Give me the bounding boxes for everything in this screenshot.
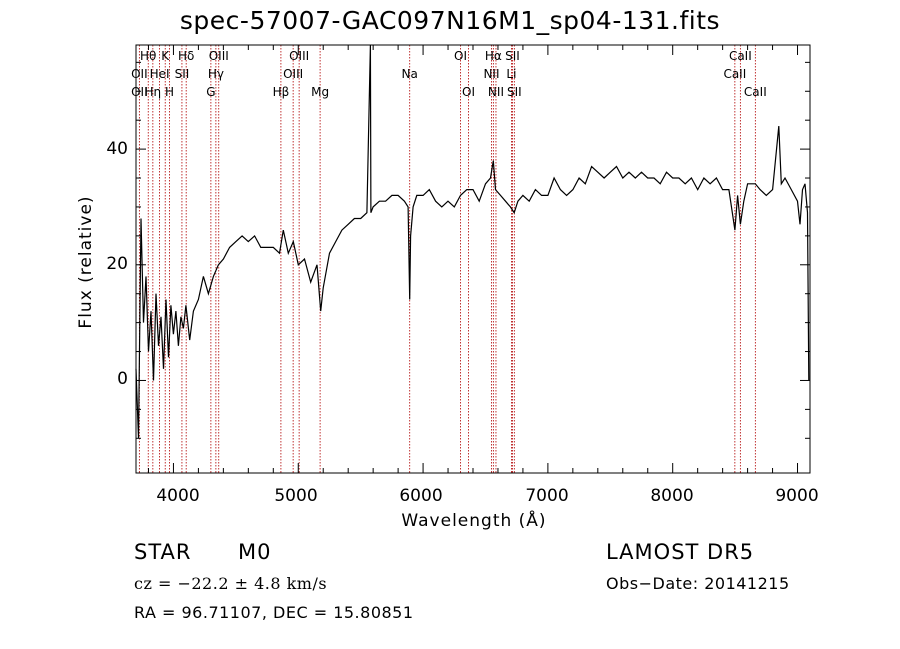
line-annotation: OI [462, 85, 475, 99]
redshift-cz: cz = −22.2 ± 4.8 km/s [134, 574, 328, 593]
line-annotation: Na [401, 67, 418, 81]
line-annotation: OIII [283, 67, 304, 81]
line-annotation: Hα [484, 49, 502, 63]
line-annotation: OII [131, 85, 148, 99]
line-annotation: Hη [144, 85, 162, 99]
line-annotation: HeI [149, 67, 170, 81]
line-annotation: OII [131, 67, 148, 81]
line-annotation: Mg [311, 85, 330, 99]
y-tick-label: 0 [117, 369, 128, 389]
line-annotation: H [165, 85, 175, 99]
line-annotation: Hγ [207, 67, 224, 81]
line-annotation: OIII [208, 49, 229, 63]
line-annotation: CaII [728, 49, 752, 63]
line-annotation: SII [506, 85, 522, 99]
chart-title: spec-57007-GAC097N16M1_sp04-131.fits [179, 6, 721, 35]
survey-name: LAMOST DR5 [606, 540, 755, 564]
x-tick-label: 5000 [274, 486, 318, 506]
object-subclass: M0 [238, 540, 272, 564]
spectral-line-markers [138, 45, 756, 473]
line-annotation: Hθ [140, 49, 157, 63]
x-tick-label: 8000 [650, 486, 694, 506]
line-annotation: NII [483, 67, 500, 81]
line-annotation: Hδ [177, 49, 195, 63]
obs-date: Obs−Date: 20141215 [606, 574, 790, 593]
line-annotation: SII [174, 67, 190, 81]
line-annotation: Li [506, 67, 517, 81]
line-annotation: NII [487, 85, 504, 99]
line-annotation: Hβ [272, 85, 290, 99]
plot-frame [135, 44, 811, 474]
y-tick-label: 20 [106, 254, 128, 274]
ra-dec: RA = 96.71107, DEC = 15.80851 [134, 603, 414, 622]
line-annotation: CaII [743, 85, 767, 99]
y-axis-label: Flux (relative) [76, 195, 96, 329]
line-annotation: G [206, 85, 216, 99]
axis-ticks [136, 45, 810, 473]
line-annotation: OIII [289, 49, 310, 63]
x-tick-label: 9000 [775, 486, 819, 506]
x-tick-label: 6000 [399, 486, 443, 506]
object-class: STAR [134, 540, 192, 564]
y-tick-label: 40 [106, 139, 128, 159]
x-axis-label: Wavelength (Å) [401, 511, 547, 531]
line-annotation: OI [454, 49, 468, 63]
line-annotation: K [161, 49, 170, 63]
line-annotation: CaII [723, 67, 747, 81]
x-tick-label: 7000 [525, 486, 569, 506]
line-annotation: SII [505, 49, 520, 63]
x-tick-label: 4000 [156, 486, 200, 506]
spectrum-line [135, 44, 810, 439]
